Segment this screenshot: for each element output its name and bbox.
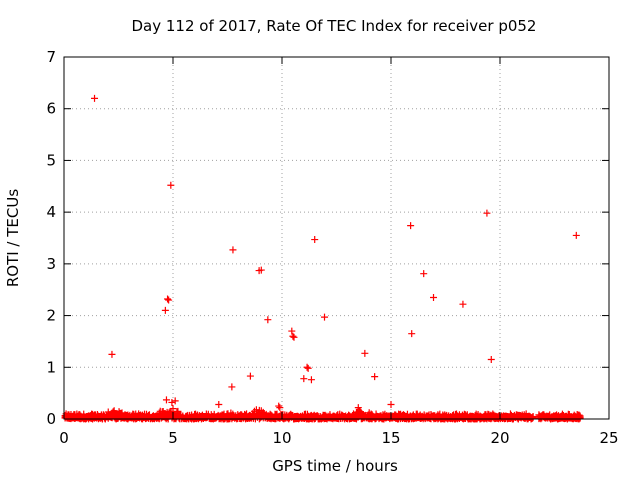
y-tick-label: 3 xyxy=(46,255,56,273)
data-point xyxy=(246,372,254,380)
y-tick-label: 0 xyxy=(46,410,56,428)
x-tick-label: 5 xyxy=(168,429,178,447)
data-point xyxy=(321,313,329,321)
y-axis-ticks: 0 1 2 3 4 5 6 7 xyxy=(46,48,609,428)
y-tick-label: 1 xyxy=(46,358,56,376)
data-point xyxy=(276,404,284,412)
data-point xyxy=(257,266,265,274)
data-point xyxy=(275,402,283,410)
x-tick-label: 15 xyxy=(381,429,400,447)
plot-frame xyxy=(63,56,610,420)
data-point xyxy=(354,404,362,412)
data-point xyxy=(164,295,172,303)
data-point xyxy=(304,364,312,372)
data-point xyxy=(311,236,319,244)
data-point xyxy=(91,94,99,102)
data-point xyxy=(264,316,272,324)
x-tick-label: 25 xyxy=(599,429,618,447)
data-point xyxy=(355,407,363,415)
y-axis-label: ROTI / TECUs xyxy=(4,189,22,287)
data-point xyxy=(165,296,173,304)
data-point xyxy=(407,222,415,230)
x-tick-label: 10 xyxy=(272,429,291,447)
y-tick-label: 6 xyxy=(46,100,56,118)
data-point xyxy=(169,405,177,413)
data-point xyxy=(289,332,297,340)
data-point xyxy=(420,270,428,278)
data-point xyxy=(430,293,438,301)
data-point xyxy=(228,383,236,391)
y-tick-label: 7 xyxy=(46,48,56,66)
data-point xyxy=(572,231,580,239)
data-point xyxy=(215,401,223,409)
x-axis-ticks: 0 5 10 15 20 25 xyxy=(59,57,619,447)
data-point xyxy=(167,181,175,189)
x-tick-label: 20 xyxy=(490,429,509,447)
data-point xyxy=(408,330,416,338)
grid-lines xyxy=(64,57,609,419)
x-axis-label: GPS time / hours xyxy=(272,457,398,475)
data-point xyxy=(108,350,116,358)
data-point xyxy=(483,209,491,217)
data-point xyxy=(361,349,369,357)
data-point xyxy=(288,327,296,335)
data-point xyxy=(387,401,395,409)
data-point xyxy=(459,300,467,308)
data-point xyxy=(161,306,169,314)
data-point xyxy=(487,356,495,364)
data-point xyxy=(371,373,379,381)
data-point xyxy=(303,363,311,371)
y-tick-label: 2 xyxy=(46,307,56,325)
data-point xyxy=(300,375,308,383)
data-point xyxy=(290,333,298,341)
baseline-point xyxy=(576,413,584,421)
data-point xyxy=(168,398,176,406)
data-point xyxy=(229,246,237,254)
y-tick-label: 5 xyxy=(46,151,56,169)
data-point xyxy=(307,376,315,384)
baseline-noise xyxy=(61,406,584,423)
data-point xyxy=(365,409,373,417)
data-point xyxy=(162,396,170,404)
y-tick-label: 4 xyxy=(46,203,56,221)
x-tick-label: 0 xyxy=(59,429,69,447)
data-points xyxy=(91,94,580,417)
data-point xyxy=(171,397,179,405)
chart-title: Day 112 of 2017, Rate Of TEC Index for r… xyxy=(132,17,537,35)
